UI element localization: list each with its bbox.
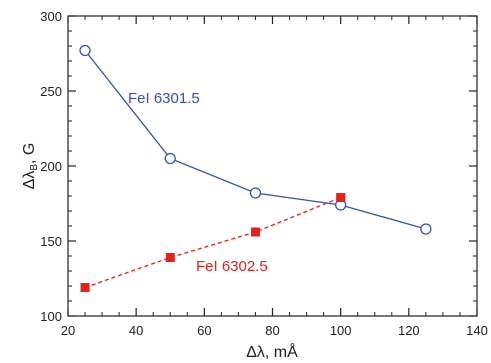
series-line	[84, 196, 341, 289]
data-point	[250, 227, 260, 237]
data-point	[420, 223, 432, 235]
data-point	[79, 44, 91, 57]
series-label-fei-6301-5: FeI 6301.5	[128, 90, 200, 107]
y-tick-label: 100	[40, 309, 62, 324]
x-tick-label: 20	[61, 323, 75, 338]
x-tick-label: 140	[466, 323, 488, 338]
series-fei-6302-5	[80, 193, 346, 292]
minor-ticks	[68, 16, 477, 316]
y-tick-label: 200	[40, 159, 62, 174]
x-tick-label: 40	[129, 323, 143, 338]
y-axis-title-subscript: B	[29, 164, 40, 171]
series-label-fei-6302-5: FeI 6302.5	[196, 258, 268, 275]
x-axis-title: Δλ, mÅ	[246, 342, 298, 361]
x-tick-label: 120	[398, 323, 420, 338]
series-fei-6301-5	[79, 44, 432, 235]
x-tick-label: 60	[197, 323, 211, 338]
y-tick-label: 300	[40, 9, 62, 24]
plot-frame	[67, 15, 478, 317]
series-line	[84, 50, 427, 230]
y-tick-label: 150	[40, 234, 62, 249]
data-point	[165, 253, 175, 262]
data-point	[336, 193, 346, 202]
y-axis-title-unit: , G	[21, 143, 38, 164]
x-tick-label: 80	[265, 323, 279, 338]
series-layer	[79, 44, 432, 292]
x-tick-labels: 20 40 60 80 100 120 140	[61, 323, 488, 338]
data-point	[164, 152, 176, 165]
y-tick-label: 250	[40, 84, 62, 99]
y-axis-title: ΔλB, G	[21, 143, 40, 190]
data-point	[80, 283, 90, 292]
y-axis-title-main: Δλ	[21, 171, 38, 190]
data-point	[249, 187, 262, 199]
x-tick-label: 100	[330, 323, 352, 338]
major-ticks	[67, 15, 478, 317]
y-tick-labels: 100 150 200 250 300	[40, 9, 62, 324]
